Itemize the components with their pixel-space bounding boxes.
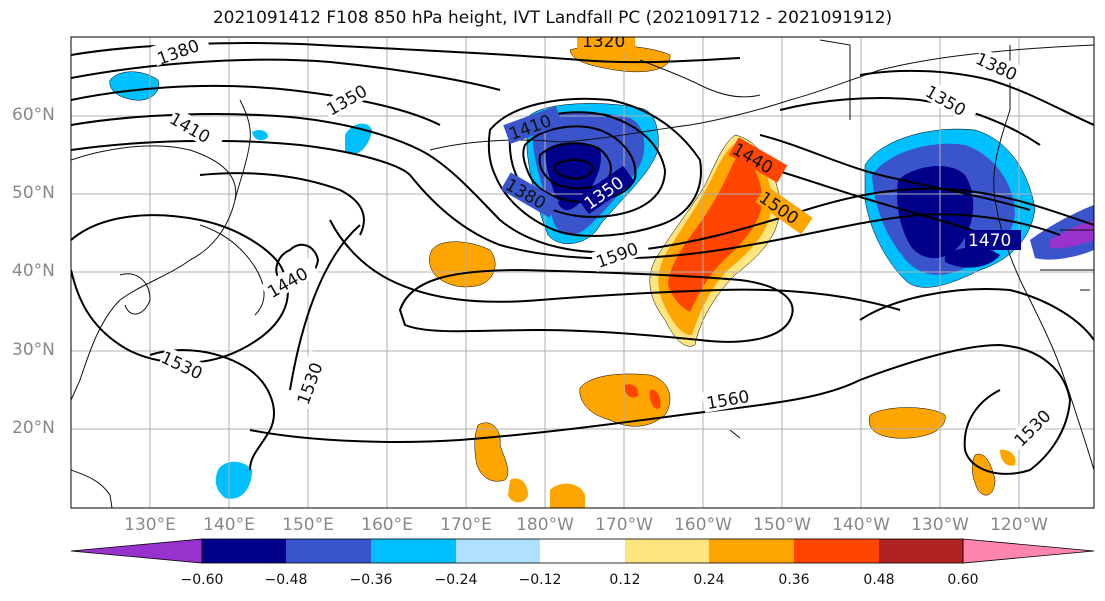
map-title: 2021091412 F108 850 hPa height, IVT Land…	[212, 8, 893, 28]
colorbar-tick-label: 0.48	[863, 572, 895, 588]
colorbar-tick-label: −0.24	[434, 572, 478, 588]
longitude-label: 150°W	[753, 515, 811, 535]
longitude-label: 140°W	[832, 515, 890, 535]
longitude-label: 180°W	[516, 515, 574, 535]
colorbar-bin	[456, 539, 540, 563]
colorbar-tick-label: −0.36	[349, 572, 393, 588]
colorbar-bin	[794, 539, 879, 563]
colorbar-bin	[709, 539, 794, 563]
longitude-label: 170°E	[440, 515, 492, 535]
colorbar-extend-left	[70, 538, 203, 564]
graticule	[71, 37, 1094, 508]
longitude-label: 140°E	[203, 515, 255, 535]
contour-label: 1470	[968, 231, 1011, 251]
colorbar	[70, 538, 1095, 564]
colorbar-tick-label: 0.36	[778, 572, 810, 588]
contour-label: 1560	[705, 387, 751, 414]
colorbar-extend-right	[962, 538, 1095, 564]
longitude-label: 160°E	[361, 515, 413, 535]
longitude-label: 130°W	[911, 515, 969, 535]
latitude-label: 60°N	[12, 105, 55, 125]
longitude-label: 130°E	[124, 515, 176, 535]
coastlines	[71, 39, 1094, 508]
colorbar-tick-label: −0.48	[264, 572, 308, 588]
colorbar-bin	[540, 539, 625, 563]
longitude-label: 170°W	[595, 515, 653, 535]
colorbar-tick-label: 0.24	[693, 572, 725, 588]
map-frame	[70, 36, 1095, 509]
colorbar-tick-label: 0.60	[947, 572, 979, 588]
ivt-shading	[109, 45, 1094, 508]
colorbar-tick-label: −0.12	[518, 572, 562, 588]
colorbar-bin	[371, 539, 456, 563]
latitude-label: 30°N	[12, 340, 55, 360]
colorbar-bin	[879, 539, 963, 563]
colorbar-bin	[286, 539, 371, 563]
colorbar-tick-label: −0.60	[180, 572, 224, 588]
longitude-label: 120°W	[990, 515, 1048, 535]
colorbar-bin	[625, 539, 709, 563]
longitude-label: 150°E	[282, 515, 334, 535]
latitude-label: 40°N	[12, 261, 55, 281]
colorbar-tick-label: 0.12	[609, 572, 641, 588]
ivt-negative-region	[109, 71, 160, 101]
colorbar-bin	[202, 539, 286, 563]
longitude-label: 160°W	[674, 515, 732, 535]
latitude-label: 20°N	[12, 418, 55, 438]
latitude-label: 50°N	[12, 183, 55, 203]
contour-label: 1320	[582, 32, 625, 52]
